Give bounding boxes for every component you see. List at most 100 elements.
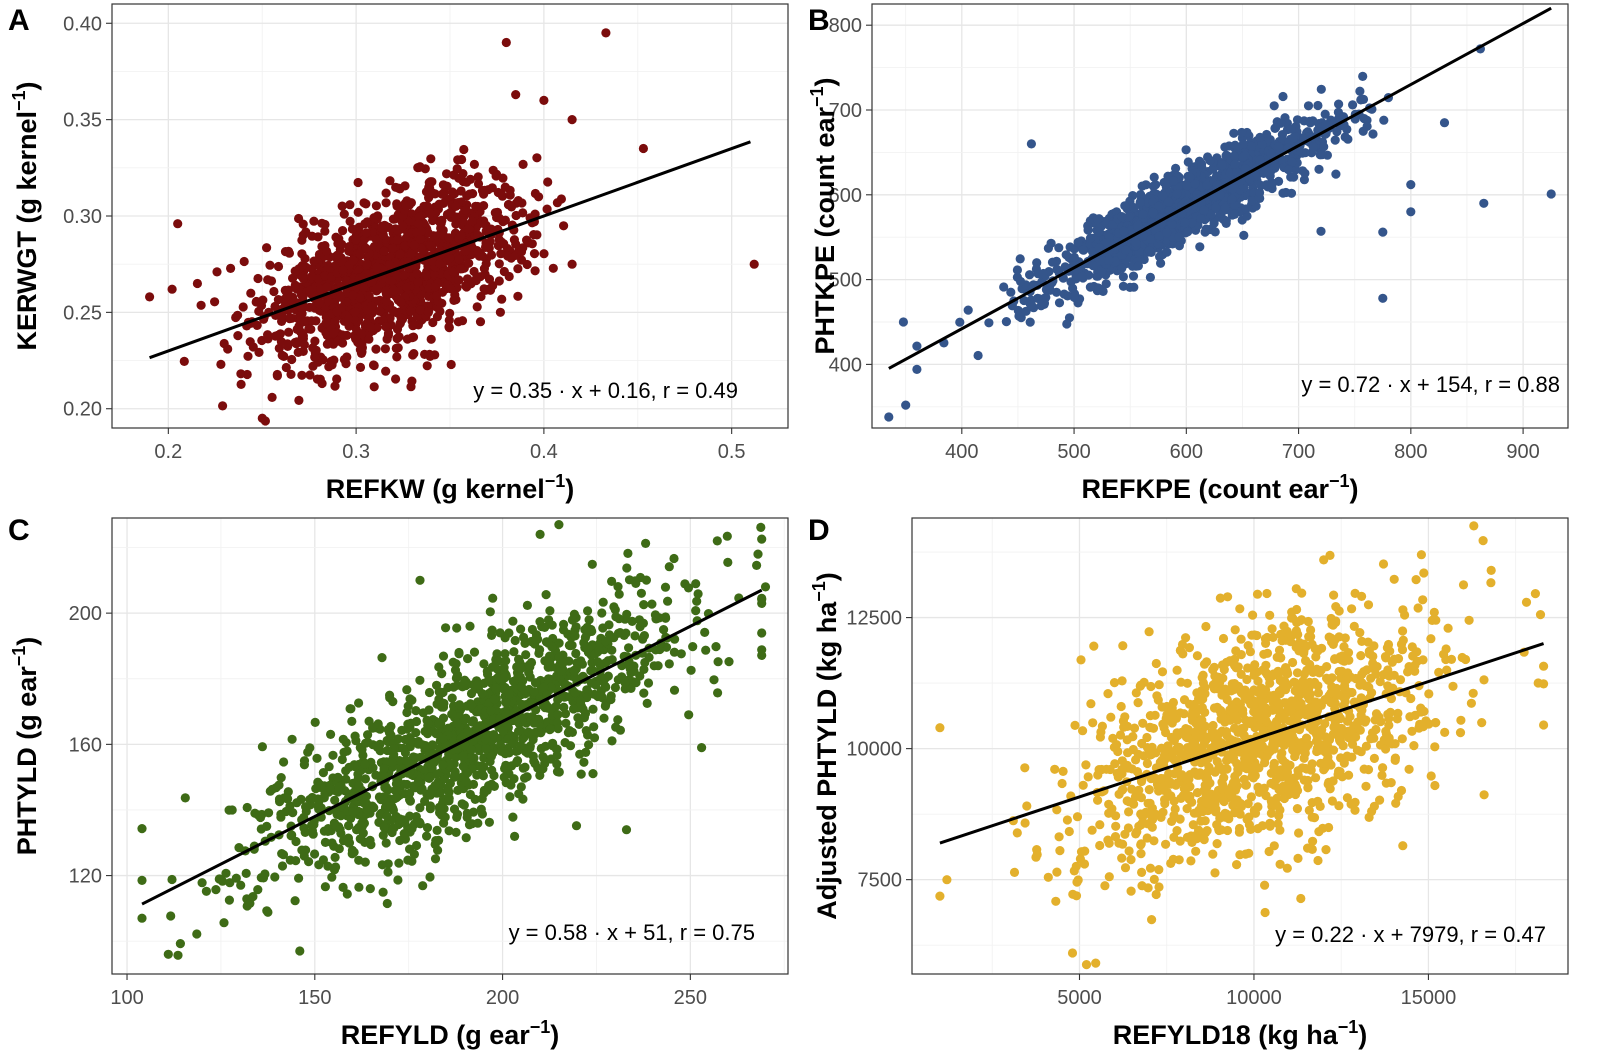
panel-b-point — [1220, 142, 1230, 152]
panel-a-point — [542, 204, 552, 214]
panel-a-point — [310, 352, 320, 362]
panel-c-point — [241, 868, 251, 879]
panel-a-point — [361, 243, 371, 253]
panel-a-point — [513, 291, 523, 301]
panel-c-point — [287, 734, 297, 744]
panel-c-point — [354, 781, 364, 791]
panel-c-point — [311, 784, 321, 794]
panel-letter-d: D — [808, 514, 830, 547]
panel-c-point — [498, 726, 508, 736]
panel-a-point — [305, 285, 315, 296]
panel-c-point — [524, 660, 535, 670]
panel-a-point — [273, 295, 283, 305]
panel-a-point — [369, 360, 379, 371]
panel-c-point — [378, 887, 388, 897]
panel-a-point — [288, 273, 298, 283]
panel-a-point — [291, 339, 301, 349]
panel-a-point — [496, 249, 506, 259]
panel-c-point — [664, 562, 674, 572]
panel-c-point — [514, 726, 524, 736]
panel-c-point — [180, 793, 190, 803]
panel-b-point — [1229, 209, 1240, 219]
panel-b-point — [1320, 109, 1330, 119]
panel-a-point — [392, 270, 402, 281]
panel-a-point — [380, 344, 390, 354]
panel-a-point — [491, 171, 501, 181]
panel-c-point — [464, 820, 475, 830]
panel-a-point — [422, 361, 432, 371]
panel-c-point — [430, 781, 440, 791]
panel-c-point — [639, 688, 649, 698]
panel-c-point — [313, 794, 324, 805]
panel-d-point — [1329, 590, 1339, 600]
panel-b-point — [1162, 247, 1172, 257]
panel-c-point — [449, 804, 460, 814]
panel-b-point — [1054, 243, 1064, 253]
panel-d-point — [1078, 726, 1088, 736]
panel-c-point — [481, 734, 491, 744]
panel-c-point — [488, 593, 498, 603]
panel-a-point — [332, 307, 342, 317]
panel-a-point — [567, 115, 577, 125]
panel-c-point — [415, 803, 425, 813]
panel-c-point — [508, 812, 518, 822]
panel-d-point — [1409, 741, 1419, 751]
panel-b-point — [1479, 198, 1489, 208]
panel-d-point — [1361, 781, 1371, 791]
panel-d-point — [1265, 820, 1275, 830]
panel-c-point — [236, 880, 246, 890]
panel-b-point — [1025, 270, 1035, 280]
panel-a-point — [494, 259, 504, 269]
panel-a-point — [306, 324, 316, 334]
panel-c-point — [535, 645, 545, 655]
panel-c-point — [624, 643, 634, 653]
panel-c-point — [713, 657, 723, 667]
panel-a-point — [355, 249, 365, 259]
panel-d-point — [1154, 865, 1164, 875]
panel-c-point — [552, 759, 562, 769]
panel-b-point — [1334, 99, 1344, 109]
panel-d-point — [1182, 678, 1192, 688]
panel-c-point — [167, 874, 177, 885]
panel-d-point — [1294, 828, 1304, 838]
panel-c-point — [567, 615, 578, 625]
panel-c-point — [607, 736, 617, 746]
panel-c-point — [501, 698, 511, 708]
panel-c-point — [757, 650, 767, 661]
panel-c-equation: y = 0.58 · x + 51, r = 0.75 — [509, 920, 755, 945]
panel-c-point — [538, 752, 548, 762]
panel-d-point — [1117, 853, 1127, 863]
panel-c-point — [520, 762, 530, 772]
panel-a-point — [212, 267, 222, 277]
panel-c-point — [509, 831, 520, 842]
panel-c-point — [529, 718, 539, 728]
panel-a-point — [454, 254, 464, 264]
panel-c-point — [219, 918, 229, 928]
panel-a-point — [406, 249, 416, 259]
panel-b-point — [1303, 101, 1314, 111]
panel-a-point — [381, 188, 391, 198]
panel-c-point — [473, 818, 483, 828]
panel-b-point — [1172, 189, 1182, 199]
panel-c-point — [528, 751, 538, 761]
panel-d-point — [1062, 815, 1072, 825]
panel-c-point — [447, 709, 457, 719]
panel-c-point — [547, 620, 557, 630]
panel-c-point — [489, 730, 499, 740]
panel-b-point — [1129, 282, 1139, 292]
panel-b-point — [1012, 265, 1023, 275]
panel-b-point — [1062, 319, 1072, 329]
panel-c-point — [630, 576, 640, 586]
panel-a-point — [298, 273, 308, 284]
panel-d-point — [1404, 764, 1414, 774]
panel-b-point — [1001, 317, 1012, 327]
panel-b-point — [1317, 150, 1327, 160]
panel-d-point — [1052, 867, 1062, 877]
panel-c-y-title-end: ) — [12, 637, 42, 646]
panel-a-point — [513, 264, 523, 274]
panel-a-point — [385, 176, 395, 186]
panel-c-point — [301, 806, 311, 817]
panel-a-point — [389, 285, 399, 296]
panel-c-point — [336, 811, 346, 821]
